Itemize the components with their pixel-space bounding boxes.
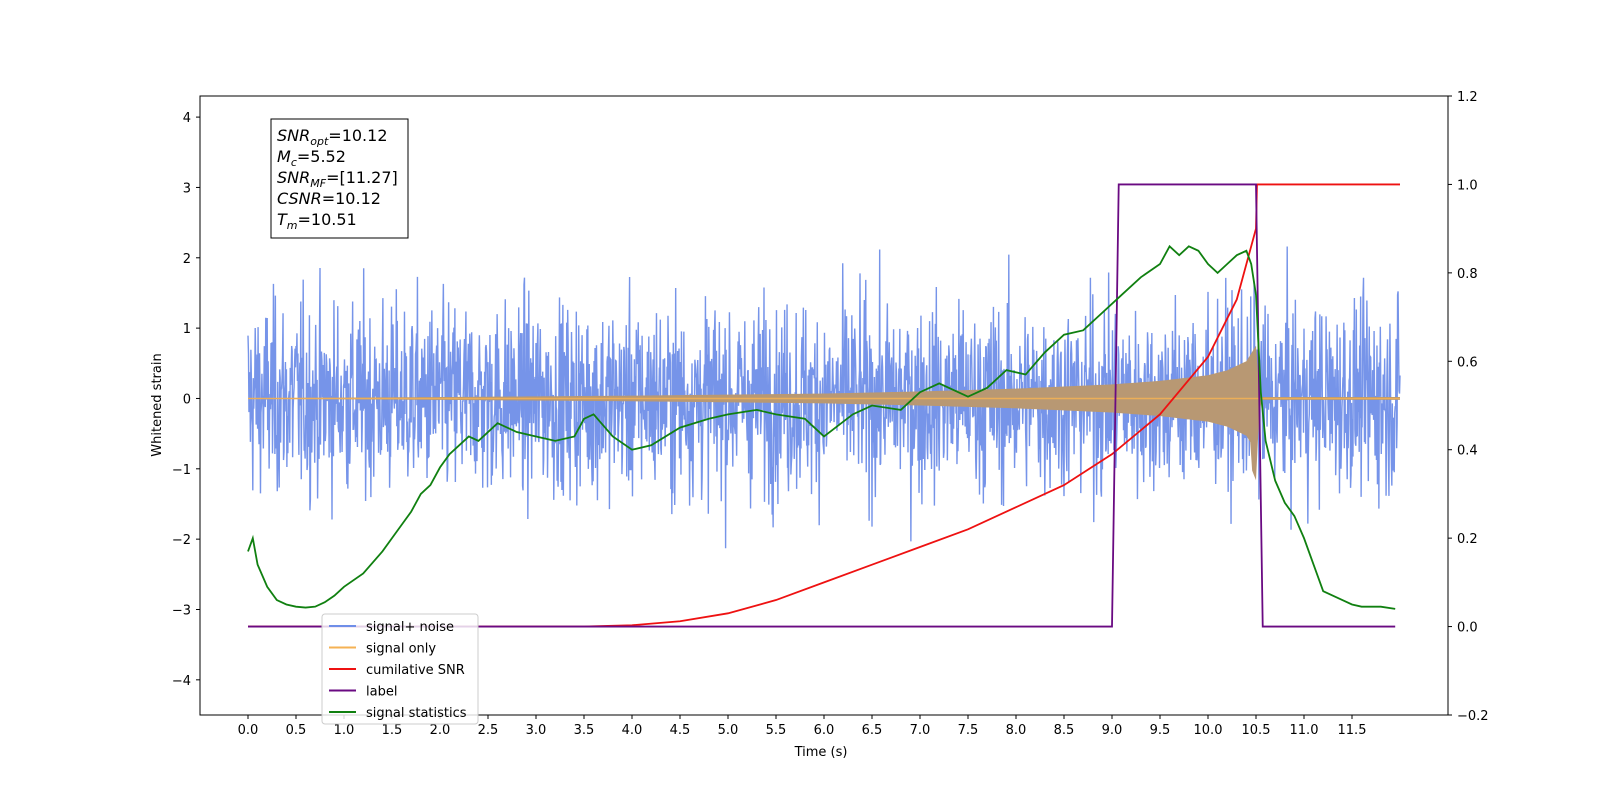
legend-frame <box>321 613 479 725</box>
x-tick-label: 2.0 <box>430 723 451 738</box>
right-y-tick-label: 1.2 <box>1457 90 1478 105</box>
x-tick-label: 7.5 <box>958 723 979 738</box>
x-tick-label: 10.0 <box>1194 723 1223 738</box>
legend-label: signal statistics <box>366 706 467 721</box>
series-signal-statistics <box>247 244 1396 610</box>
x-tick-label: 6.0 <box>814 723 835 738</box>
annotation-line: CSNR=10.12 <box>277 189 381 208</box>
right-y-tick-label: 1.0 <box>1457 178 1478 193</box>
legend-label: signal+ noise <box>366 620 454 635</box>
x-tick-label: 1.0 <box>334 723 355 738</box>
x-tick-label: 1.5 <box>382 723 403 738</box>
series-cumulative-snr <box>248 183 1400 628</box>
x-tick-label: 0.0 <box>238 723 259 738</box>
annotation-line: Tm=10.51 <box>277 210 357 232</box>
left-y-axis-ticks: 4 3 2 1 0 −1 −2 −3 −4 <box>172 111 200 689</box>
annotation-line: SNRopt=10.12 <box>277 126 388 148</box>
x-tick-label: 11.5 <box>1338 723 1367 738</box>
x-tick-label: 3.0 <box>526 723 547 738</box>
right-y-tick-label: 0.2 <box>1457 532 1478 547</box>
legend-label: cumilative SNR <box>366 663 465 678</box>
right-y-tick-label: 0.6 <box>1457 355 1478 370</box>
right-y-axis-ticks: 1.2 1.0 0.8 0.6 0.4 0.2 0.0 −0.2 <box>1448 90 1489 724</box>
legend-label: signal only <box>366 642 436 657</box>
left-y-tick-label: 0 <box>183 392 191 407</box>
x-tick-label: 3.5 <box>574 723 595 738</box>
legend: signal+ noise signal only cumilative SNR la… <box>321 613 479 725</box>
x-tick-label: 4.0 <box>622 723 643 738</box>
right-y-tick-label: 0.0 <box>1457 621 1478 636</box>
left-y-tick-label: 3 <box>183 181 191 196</box>
x-tick-label: 10.5 <box>1242 723 1271 738</box>
x-tick-label: 5.0 <box>718 723 739 738</box>
x-tick-label: 0.5 <box>286 723 307 738</box>
left-y-tick-label: 4 <box>183 111 191 126</box>
left-y-tick-label: 1 <box>183 322 191 337</box>
x-tick-label: 9.5 <box>1150 723 1171 738</box>
left-y-tick-label: 2 <box>183 252 191 267</box>
annotation-line: Mc=5.52 <box>277 147 346 169</box>
x-tick-label: 4.5 <box>670 723 691 738</box>
x-tick-label: 5.5 <box>766 723 787 738</box>
legend-label: label <box>366 685 397 700</box>
x-tick-label: 11.0 <box>1290 723 1319 738</box>
left-y-tick-label: −4 <box>172 674 191 689</box>
annotation-box: SNRopt=10.12Mc=5.52SNRMF=[11.27]CSNR=10.… <box>270 118 409 239</box>
right-y-tick-label: 0.4 <box>1457 444 1478 459</box>
annotation-line: SNRMF=[11.27] <box>277 168 398 190</box>
left-y-tick-label: −1 <box>172 463 191 478</box>
right-y-tick-label: −0.2 <box>1457 709 1489 724</box>
series-signal-only-envelope <box>248 345 1400 481</box>
x-tick-label: 7.0 <box>910 723 931 738</box>
x-tick-label: 6.5 <box>862 723 883 738</box>
left-y-tick-label: −3 <box>172 603 191 618</box>
x-tick-label: 8.5 <box>1054 723 1075 738</box>
x-axis-label: Time (s) <box>794 745 848 760</box>
x-tick-label: 9.0 <box>1102 723 1123 738</box>
plot-area <box>247 183 1401 628</box>
right-y-tick-label: 0.8 <box>1457 267 1478 282</box>
series-signal-plus-noise <box>247 246 1401 549</box>
series-label <box>248 183 1396 628</box>
left-y-tick-label: −2 <box>172 533 191 548</box>
x-tick-label: 2.5 <box>478 723 499 738</box>
left-y-axis-label: Whitened strain <box>150 353 165 456</box>
x-tick-label: 8.0 <box>1006 723 1027 738</box>
x-axis-ticks: 0.0 0.5 1.0 1.5 2.0 2.5 3.0 3.5 4.0 4.5 5.0 5.5 6.0 6… <box>238 715 1367 738</box>
